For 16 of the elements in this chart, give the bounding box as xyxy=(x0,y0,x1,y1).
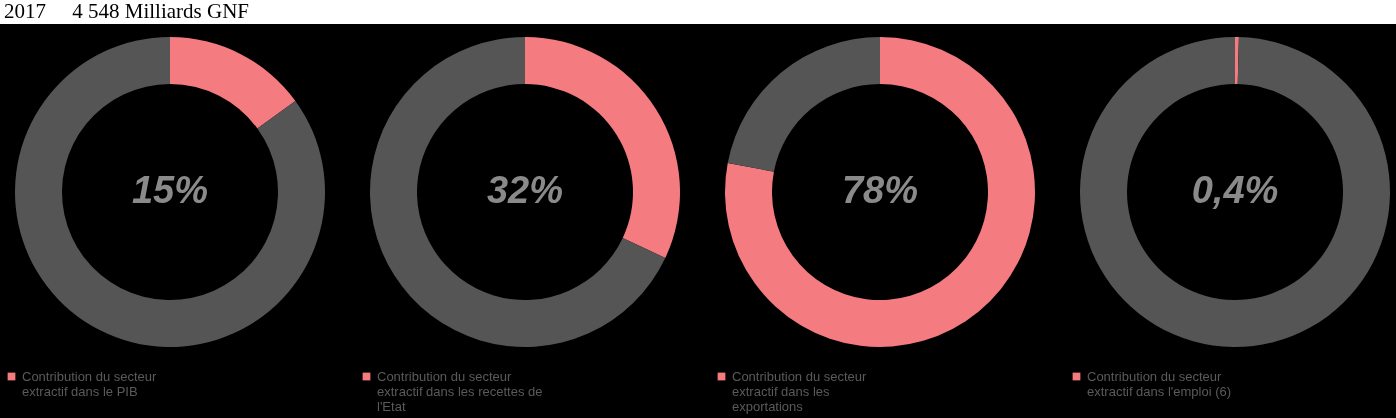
donut-slice xyxy=(725,37,1035,347)
data-label: 15% xyxy=(131,169,209,211)
donut-slice xyxy=(170,37,296,129)
data-label: 32% xyxy=(486,169,564,211)
legend-label: Contribution du secteur extractif dans l'emploi (6) xyxy=(1087,368,1232,399)
legend-label: Contribution du secteur extractif dans le PIB xyxy=(22,368,158,399)
legend-label: Contribution du secteur extractif dans les recettes de l'Etat xyxy=(377,368,543,414)
data-label: 78% xyxy=(841,169,919,211)
donut-slice xyxy=(370,37,666,347)
donut-slice xyxy=(1080,37,1390,347)
donut-slice xyxy=(15,37,325,347)
legend-label: Contribution du secteur extractif dans les exportations xyxy=(732,368,868,414)
donut-slice xyxy=(1235,37,1239,85)
donut-slice xyxy=(727,37,880,172)
text: 2017 4 548 Milliards GNF xyxy=(3,0,250,24)
data-label: 0,4% xyxy=(1191,169,1279,211)
